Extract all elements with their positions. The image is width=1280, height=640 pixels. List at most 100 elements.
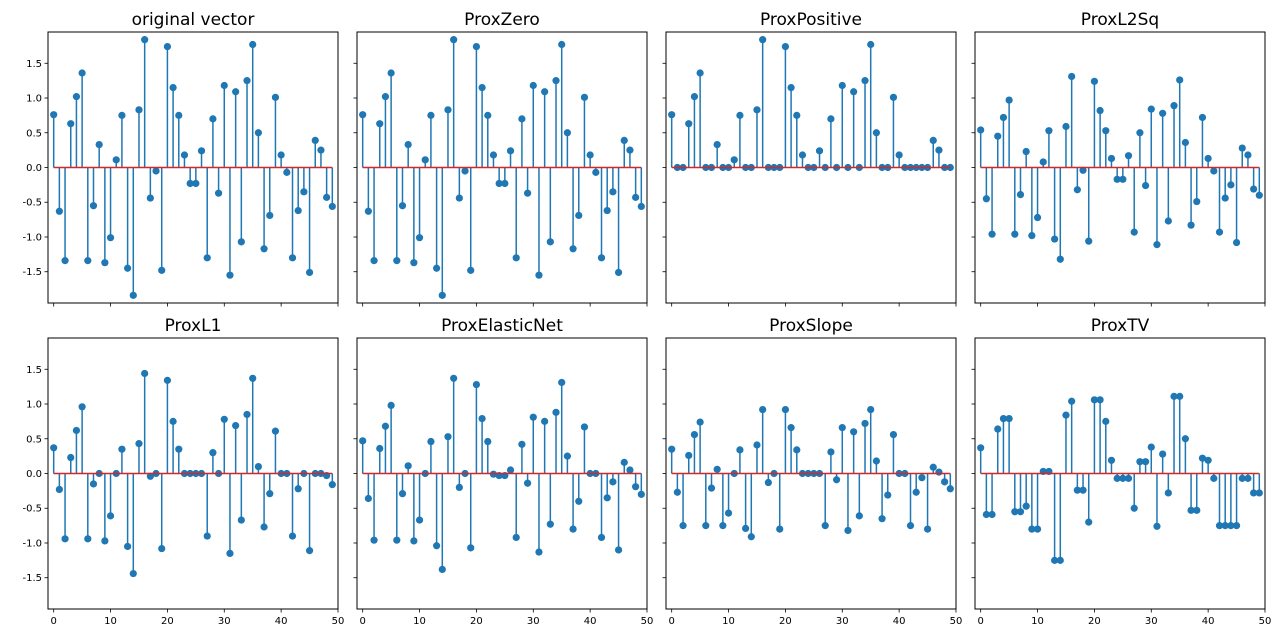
stem-marker (55, 485, 63, 494)
subplot-4: ProxL2Sq (971, 10, 1266, 307)
stem-marker (467, 544, 475, 552)
stem-series (50, 36, 336, 299)
stem-marker (793, 446, 801, 454)
stem-marker (158, 266, 166, 274)
stem-marker (305, 268, 314, 277)
x-tick-label: 20 (470, 616, 483, 627)
stem-marker (72, 426, 81, 435)
stem-marker (941, 478, 949, 486)
stem-marker (609, 188, 617, 196)
stem-marker (730, 156, 738, 164)
stem-marker (637, 490, 645, 498)
stem-marker (759, 405, 767, 414)
stem-marker (427, 437, 435, 446)
stem-marker (685, 451, 693, 460)
x-tick-label: 0 (668, 616, 674, 627)
stem-marker (535, 548, 543, 556)
subplot-title: ProxPositive (760, 10, 862, 30)
subplot-2: ProxZero (353, 10, 648, 307)
stem-marker (78, 69, 86, 77)
subplot-8: ProxTV 0 10 20 30 40 50 (971, 316, 1271, 627)
stem-marker (552, 408, 560, 416)
stem-marker (203, 532, 211, 540)
stem-marker (220, 81, 228, 90)
stem-marker (1255, 191, 1263, 199)
stem-marker (260, 245, 268, 253)
stem-marker (78, 403, 86, 411)
stem-marker (685, 120, 693, 128)
stem-marker (1011, 508, 1019, 516)
stem-marker (1124, 474, 1133, 482)
stem-marker (867, 40, 875, 49)
stem-marker (381, 422, 390, 430)
stem-marker (558, 40, 566, 49)
stem-marker (1210, 474, 1218, 482)
stem-marker (444, 106, 452, 114)
stem-marker (1204, 456, 1212, 464)
stem-marker (673, 488, 681, 496)
stem-marker (1051, 235, 1059, 243)
x-tick-label: 20 (1088, 616, 1101, 627)
stem-marker (472, 42, 481, 51)
x-tick-label: 40 (275, 616, 288, 627)
stem-marker (277, 151, 285, 159)
stem-marker (427, 111, 435, 119)
stem-marker (50, 444, 58, 452)
stem-marker (1022, 502, 1030, 510)
x-tick-label: 50 (641, 616, 654, 627)
stem-marker (328, 481, 336, 489)
stem-marker (597, 533, 606, 542)
stem-marker (438, 565, 446, 573)
stem-marker (220, 415, 228, 423)
stem-marker (626, 466, 634, 474)
stem-marker (575, 211, 583, 220)
stem-series (977, 72, 1263, 263)
stem-marker (433, 264, 441, 272)
stem-marker (1090, 77, 1099, 85)
stem-marker (918, 474, 926, 482)
stem-marker (101, 537, 109, 545)
stem-marker (1011, 230, 1019, 238)
stem-marker (305, 547, 314, 555)
stem-marker (632, 193, 640, 201)
stem-marker (798, 151, 807, 159)
stem-marker (736, 446, 744, 454)
stem-marker (158, 544, 166, 553)
stem-marker (410, 259, 418, 267)
stem-marker (1102, 127, 1110, 135)
stem-marker (328, 202, 336, 211)
stem-marker (1238, 144, 1246, 152)
stem-marker (867, 405, 875, 414)
stem-marker (626, 146, 634, 154)
stem-marker (288, 532, 297, 540)
stem-marker (747, 533, 755, 541)
stem-marker (376, 444, 384, 453)
stem-marker (1181, 138, 1189, 147)
stem-marker (478, 83, 486, 92)
stem-marker (433, 542, 441, 550)
stem-marker (815, 147, 824, 155)
stem-marker (129, 291, 137, 299)
stem-marker (197, 147, 206, 155)
stem-marker (1238, 474, 1246, 482)
stem-marker (1227, 181, 1235, 189)
stem-marker (1250, 489, 1258, 497)
stem-marker (696, 418, 704, 426)
stem-marker (668, 445, 676, 453)
stem-marker (300, 188, 308, 196)
stem-marker (999, 415, 1008, 423)
stem-marker (359, 437, 367, 445)
stem-marker (1250, 185, 1258, 193)
stem-marker (1198, 454, 1207, 462)
x-tick-label: 40 (893, 616, 906, 627)
x-tick-label: 30 (527, 616, 540, 627)
stem-marker (580, 93, 589, 101)
stem-marker (906, 522, 915, 530)
stem-marker (89, 480, 98, 488)
x-tick-label: 10 (722, 616, 735, 627)
stem-marker (529, 81, 537, 90)
stem-marker (781, 405, 790, 414)
stem-marker (387, 401, 395, 410)
stem-marker (1056, 255, 1064, 263)
y-tick-label: -1.0 (22, 538, 42, 549)
